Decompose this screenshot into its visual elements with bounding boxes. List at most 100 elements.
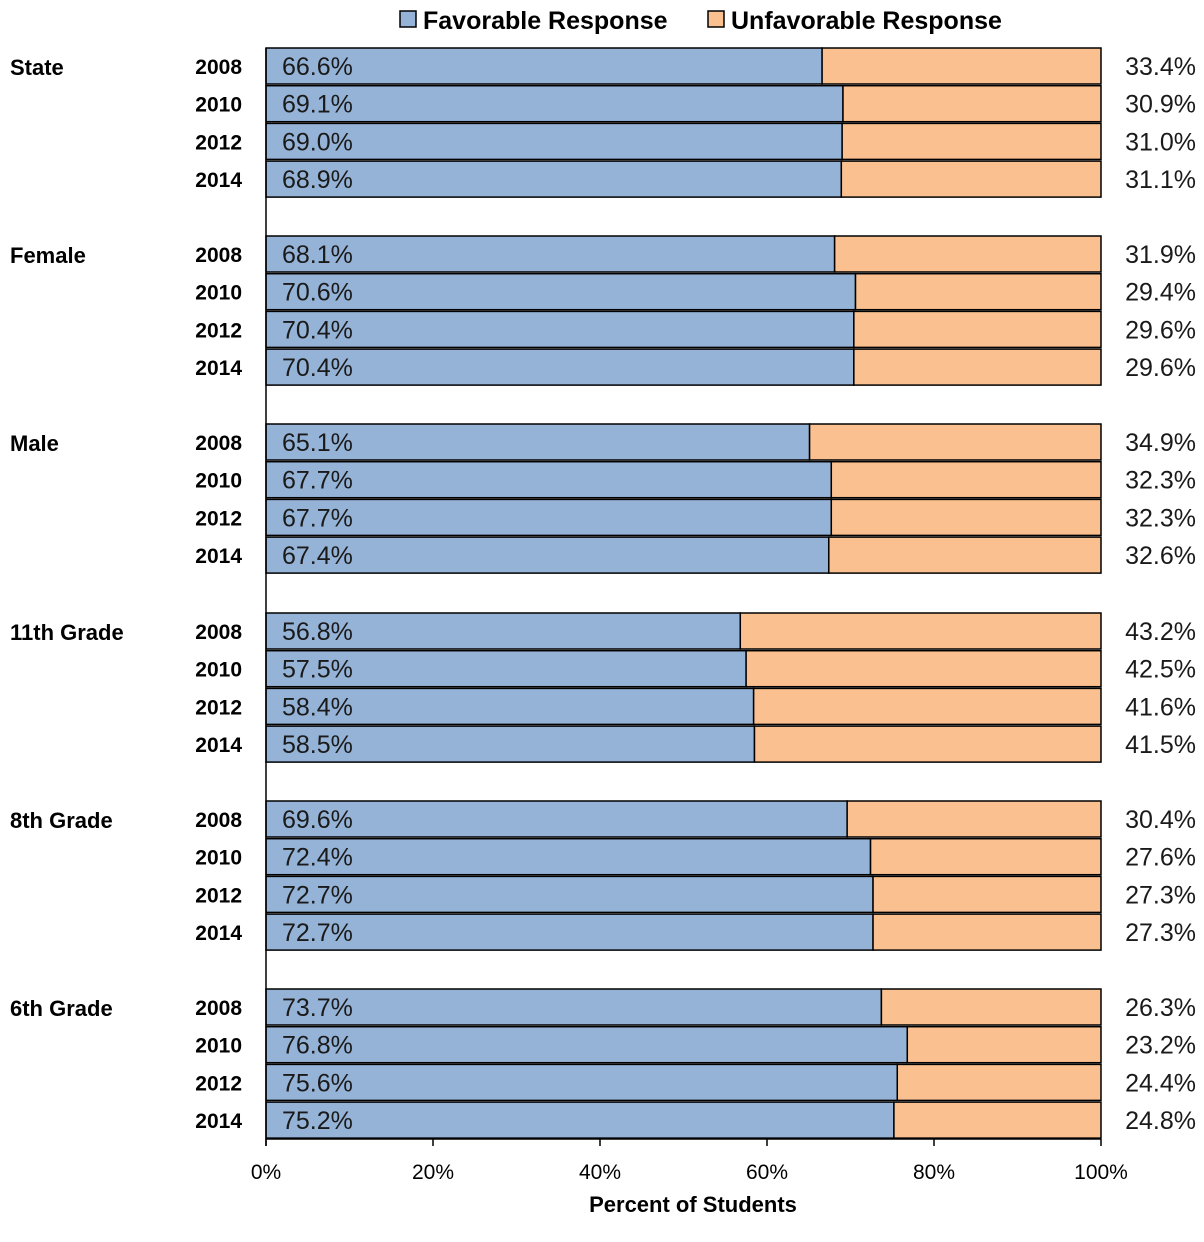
favorable-data-label: 69.0% [282, 128, 353, 156]
unfavorable-bar [739, 612, 1102, 650]
favorable-bar [265, 988, 883, 1026]
x-axis-title: Percent of Students [589, 1192, 797, 1217]
favorable-data-label: 66.6% [282, 53, 353, 81]
year-label: 2012 [195, 507, 242, 530]
group-label: 11th Grade [10, 620, 124, 645]
favorable-bar [265, 837, 872, 876]
favorable-data-label: 69.6% [282, 806, 353, 834]
year-label: 2008 [195, 432, 242, 455]
year-label: 2010 [195, 470, 242, 493]
favorable-data-label: 58.5% [282, 731, 353, 759]
favorable-data-label: 72.7% [282, 919, 353, 947]
group-label: 6th Grade [10, 996, 113, 1021]
favorable-bar [265, 1063, 899, 1102]
unfavorable-bar [854, 272, 1102, 311]
year-label: 2008 [195, 56, 242, 79]
favorable-bar [265, 612, 742, 650]
favorable-bar [265, 460, 833, 499]
bar-group: 6th Grade 2008 73.7% 26.3% 2010 76.8% 23.2% 201… [10, 988, 1196, 1139]
unfavorable-data-label: 27.3% [1125, 881, 1196, 909]
bar-group: 11th Grade 2008 56.8% 43.2% 2010 57.5% 42.5% 20… [10, 612, 1196, 763]
favorable-data-label: 67.7% [282, 504, 353, 532]
unfavorable-data-label: 31.1% [1125, 166, 1196, 194]
unfavorable-data-label: 24.4% [1125, 1069, 1196, 1097]
year-label: 2010 [195, 659, 242, 682]
year-label: 2012 [195, 1072, 242, 1095]
unfavorable-data-label: 29.4% [1125, 279, 1196, 307]
unfavorable-bar [821, 47, 1102, 85]
bar-group: Female 2008 68.1% 31.9% 2010 70.6% 29.4% 2012 70… [10, 235, 1196, 386]
unfavorable-bar [846, 800, 1102, 838]
year-label: 2012 [195, 319, 242, 342]
unfavorable-bar [853, 310, 1102, 349]
unfavorable-data-label: 29.6% [1125, 354, 1196, 382]
unfavorable-bar [869, 837, 1102, 876]
unfavorable-data-label: 43.2% [1125, 618, 1196, 646]
unfavorable-bar [841, 122, 1102, 161]
year-label: 2014 [195, 357, 242, 380]
favorable-data-label: 75.2% [282, 1107, 353, 1135]
favorable-bar [265, 310, 855, 349]
unfavorable-data-label: 27.6% [1125, 844, 1196, 872]
unfavorable-data-label: 29.6% [1125, 316, 1196, 344]
favorable-bar [265, 84, 844, 123]
year-label: 2012 [195, 131, 242, 154]
group-label: 8th Grade [10, 808, 113, 833]
unfavorable-data-label: 30.9% [1125, 91, 1196, 119]
unfavorable-data-label: 42.5% [1125, 656, 1196, 684]
year-label: 2010 [195, 1035, 242, 1058]
favorable-bar [265, 1101, 895, 1139]
x-tick-label: 20% [412, 1161, 454, 1184]
favorable-bar [265, 235, 836, 273]
x-tick-label: 40% [579, 1161, 621, 1184]
favorable-data-label: 57.5% [282, 656, 353, 684]
favorable-data-label: 73.7% [282, 994, 353, 1022]
favorable-bar [265, 122, 843, 161]
unfavorable-bar [853, 348, 1102, 386]
unfavorable-bar [833, 235, 1102, 273]
favorable-bar [265, 725, 756, 763]
group-label: Male [10, 431, 59, 456]
favorable-bar [265, 348, 855, 386]
unfavorable-data-label: 33.4% [1125, 53, 1196, 81]
favorable-bar [265, 800, 848, 838]
plot-area: State 2008 66.6% 33.4% 2010 69.1% 30.9% 2012 69.… [10, 47, 1196, 1139]
group-label: Female [10, 243, 86, 268]
x-tick-label: 0% [251, 1161, 281, 1184]
favorable-data-label: 58.4% [282, 693, 353, 721]
unfavorable-data-label: 24.8% [1125, 1107, 1196, 1135]
unfavorable-data-label: 31.9% [1125, 241, 1196, 269]
x-tick-label: 80% [913, 1161, 955, 1184]
unfavorable-data-label: 34.9% [1125, 429, 1196, 457]
unfavorable-data-label: 32.6% [1125, 542, 1196, 570]
year-label: 2008 [195, 809, 242, 832]
year-label: 2008 [195, 997, 242, 1020]
x-tick-label: 100% [1074, 1161, 1128, 1184]
favorable-data-label: 76.8% [282, 1032, 353, 1060]
unfavorable-bar [745, 649, 1102, 688]
x-tick-label: 60% [746, 1161, 788, 1184]
unfavorable-data-label: 27.3% [1125, 919, 1196, 947]
unfavorable-bar [830, 498, 1102, 537]
favorable-data-label: 70.4% [282, 316, 353, 344]
unfavorable-data-label: 41.5% [1125, 731, 1196, 759]
unfavorable-data-label: 26.3% [1125, 994, 1196, 1022]
favorable-data-label: 68.1% [282, 241, 353, 269]
legend-label: Unfavorable Response [731, 7, 1002, 35]
unfavorable-bar [808, 423, 1102, 461]
year-label: 2014 [195, 734, 242, 757]
unfavorable-bar [896, 1063, 1102, 1102]
favorable-data-label: 72.7% [282, 881, 353, 909]
legend-swatch [707, 10, 725, 28]
year-label: 2010 [195, 282, 242, 305]
unfavorable-data-label: 30.4% [1125, 806, 1196, 834]
legend-swatch [399, 10, 417, 28]
favorable-data-label: 72.4% [282, 844, 353, 872]
bar-group: 8th Grade 2008 69.6% 30.4% 2010 72.4% 27.6% 201… [10, 800, 1196, 951]
unfavorable-bar [830, 460, 1102, 499]
favorable-bar [265, 47, 823, 85]
legend-item: Unfavorable Response [707, 7, 1002, 35]
favorable-bar [265, 1025, 909, 1064]
unfavorable-bar [840, 160, 1102, 198]
